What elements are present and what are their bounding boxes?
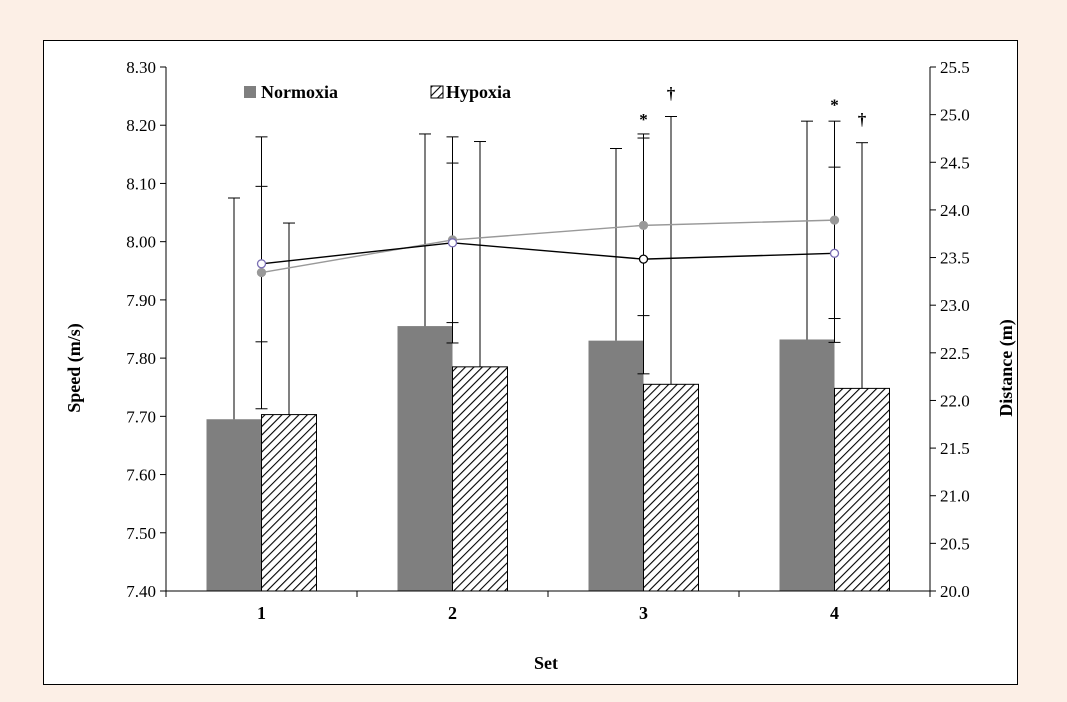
chart-frame: 7.40 7.50 7.60 7.70 7.80 7.90 8.00 8.10 8.20 8.30… (43, 40, 1018, 685)
y2-tick-label-25.0: 25.0 (940, 106, 970, 125)
distance-line-a-marker-set-3 (638, 220, 649, 231)
y2-tick-label-21.0: 21.0 (940, 487, 970, 506)
y2-tick-label-20.5: 20.5 (940, 534, 970, 553)
y2-tick-label-22.0: 22.0 (940, 391, 970, 410)
y2-tick-label-23.0: 23.0 (940, 296, 970, 315)
bar-normoxia-set-3 (588, 340, 644, 591)
y-tick-label-7.60: 7.60 (126, 466, 156, 485)
bar-normoxia-set-2 (397, 326, 453, 591)
y-tick-label-8.30: 8.30 (126, 58, 156, 77)
bar-normoxia-set-4 (779, 339, 835, 591)
legend-label-normoxia: Normoxia (261, 82, 338, 102)
y-tick-label-8.00: 8.00 (126, 233, 156, 252)
x-tick-label-3: 3 (639, 603, 648, 623)
y-tick-label-8.10: 8.10 (126, 174, 156, 193)
y2-tick-label-24.5: 24.5 (940, 153, 970, 172)
x-tick-label-4: 4 (830, 603, 839, 623)
distance-line-b-marker-set-3 (638, 254, 649, 264)
bar-normoxia-set-1 (206, 419, 262, 591)
dagger-mark-set-3: † (667, 84, 676, 103)
y-tick-label-7.40: 7.40 (126, 582, 156, 601)
legend-swatch-hypoxia (430, 85, 444, 99)
distance-line-b-marker-set-1 (256, 259, 267, 269)
distance-line-a-marker-set-4 (829, 215, 840, 225)
distance-line-a-marker-set-1 (256, 267, 267, 278)
legend-label-hypoxia: Hypoxia (446, 82, 511, 102)
y2-tick-label-21.5: 21.5 (940, 439, 970, 458)
y2-tick-label-23.5: 23.5 (940, 249, 970, 268)
y2-tick-label-22.5: 22.5 (940, 344, 970, 363)
asterisk-mark-set-3: * (639, 110, 648, 129)
bar-hypoxia-set-3 (643, 383, 699, 592)
x-tick-label-1: 1 (257, 603, 266, 623)
dagger-mark-set-4: † (858, 110, 867, 129)
chart-svg: 7.40 7.50 7.60 7.70 7.80 7.90 8.00 8.10 8.20 8.30… (64, 58, 1017, 673)
bar-hypoxia-set-4 (834, 387, 890, 592)
y-tick-label-7.90: 7.90 (126, 291, 156, 310)
y2-axis-title: Distance (m) (996, 319, 1017, 416)
y-tick-label-7.50: 7.50 (126, 524, 156, 543)
y2-tick-label-24.0: 24.0 (940, 201, 970, 220)
distance-line-b-marker-set-4 (829, 248, 840, 258)
bar-hypoxia-set-2 (452, 366, 508, 592)
bar-hypoxia-set-1 (261, 414, 317, 592)
y-tick-label-7.80: 7.80 (126, 349, 156, 368)
distance-line-b (261, 242, 835, 265)
x-axis-title: Set (534, 653, 558, 673)
y-tick-label-8.20: 8.20 (126, 116, 156, 135)
distance-line-b-marker-set-2 (447, 238, 458, 248)
legend-swatch-normoxia (244, 86, 256, 98)
y2-tick-label-20.0: 20.0 (940, 582, 970, 601)
y2-tick-label-25.5: 25.5 (940, 58, 970, 77)
y-tick-label-7.70: 7.70 (126, 407, 156, 426)
y-axis-title: Speed (m/s) (64, 323, 85, 413)
x-tick-label-2: 2 (448, 603, 457, 623)
asterisk-mark-set-4: * (830, 96, 839, 115)
distance-line-a (261, 219, 835, 274)
